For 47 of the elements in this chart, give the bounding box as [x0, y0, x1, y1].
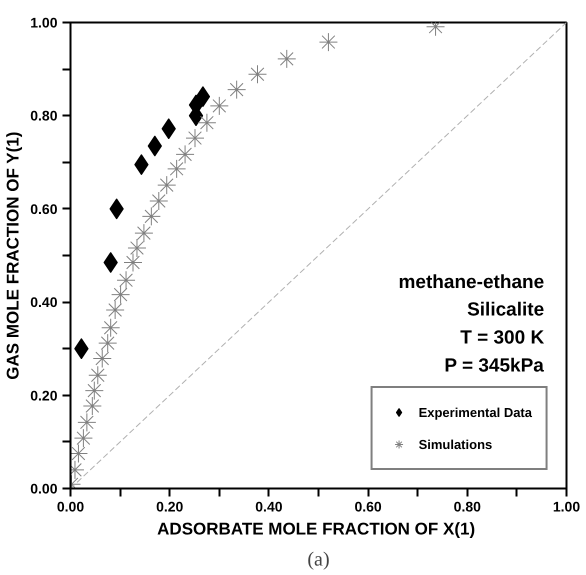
annotation: P = 345kPa — [444, 356, 544, 377]
point — [111, 285, 130, 304]
point — [116, 270, 136, 290]
point — [197, 113, 216, 132]
text: (a) — [307, 548, 330, 570]
point — [149, 191, 168, 210]
y-tick-label: 0.00 — [30, 480, 58, 496]
legend-label: Experimental Data — [418, 404, 532, 420]
point — [82, 396, 102, 416]
point — [74, 428, 93, 448]
y-tick-label: 0.80 — [30, 108, 58, 124]
point — [176, 144, 195, 164]
point — [318, 32, 338, 52]
annotation: methane-ethane — [398, 272, 544, 293]
annotation: Silicalite — [467, 300, 544, 321]
point — [142, 206, 161, 226]
point — [84, 381, 104, 400]
point — [106, 300, 125, 320]
annotation: T = 300 K — [460, 328, 544, 349]
point — [123, 252, 142, 272]
x-tick-label: 0.00 — [56, 498, 84, 514]
x-axis-title: ADSORBATE MOLE FRACTION OF X(1) — [157, 520, 476, 538]
point — [185, 128, 204, 148]
point — [92, 348, 112, 368]
point — [277, 49, 296, 68]
point — [98, 334, 118, 353]
point — [248, 64, 267, 84]
x-tick-label: 0.60 — [354, 498, 382, 514]
point — [227, 80, 246, 100]
point — [88, 366, 108, 385]
y-tick-label: 0.40 — [30, 294, 58, 310]
y-tick-label: 0.20 — [30, 387, 58, 404]
y-axis-title: GAS MOLE FRACTION OF Y(1) — [3, 132, 22, 380]
y-tick-label: 0.60 — [30, 200, 58, 217]
x-tick-label: 0.20 — [156, 498, 184, 514]
point — [157, 176, 176, 195]
point — [101, 318, 120, 338]
point — [167, 159, 186, 178]
x-tick-label: 1.00 — [552, 498, 580, 514]
x-tick-label: 0.80 — [454, 498, 482, 514]
point — [127, 238, 146, 258]
point — [77, 412, 96, 432]
point — [134, 224, 154, 243]
x-tick-label: 0.40 — [255, 498, 283, 514]
y-tick-label: 1.00 — [30, 14, 58, 30]
legend-label: Simulations — [418, 436, 492, 452]
point — [210, 96, 229, 116]
